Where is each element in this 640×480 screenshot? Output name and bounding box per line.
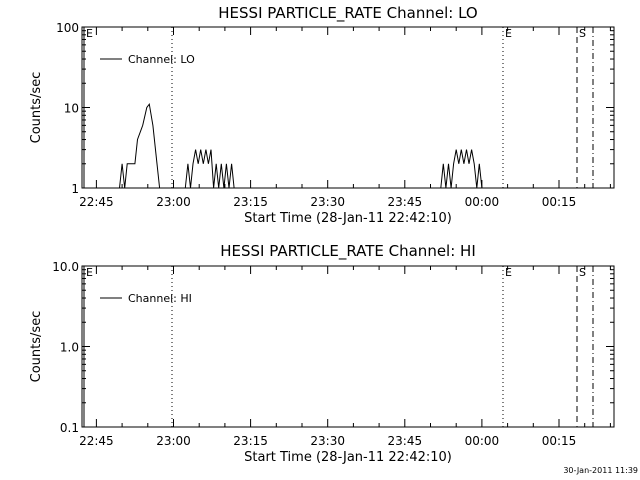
marker-label: S xyxy=(579,27,586,40)
series-line xyxy=(119,102,161,189)
x-tick-label: 23:15 xyxy=(233,195,268,209)
x-tick-label: 00:15 xyxy=(542,195,577,209)
chart-title: HESSI PARTICLE_RATE Channel: HI xyxy=(220,242,476,261)
chart-panel-1: HESSI PARTICLE_RATE Channel: LO 22:45 23:0… xyxy=(29,4,615,226)
y-axis-label: Counts/sec xyxy=(29,72,44,144)
x-tick-label: 23:45 xyxy=(388,434,423,448)
plot-timestamp: 30-Jan-2011 11:39 xyxy=(563,466,638,475)
y-tick-label: 0.1 xyxy=(60,421,79,435)
series-line xyxy=(440,149,483,189)
x-tick-label: 23:45 xyxy=(388,195,423,209)
x-tick-label: 00:15 xyxy=(542,434,577,448)
x-tick-label: 00:00 xyxy=(465,195,500,209)
y-tick-label: 10 xyxy=(64,102,79,116)
legend-label: Channel: LO xyxy=(128,53,195,66)
series-line xyxy=(184,149,235,189)
chart-panel-2: HESSI PARTICLE_RATE Channel: HI 22:45 23:0… xyxy=(29,242,615,465)
y-tick-label: 1 xyxy=(71,182,79,196)
plot-frame xyxy=(81,265,615,428)
marker-label: E xyxy=(86,266,93,279)
y-axis-label: Counts/sec xyxy=(29,311,44,383)
y-tick-label: 10.0 xyxy=(52,260,79,274)
x-axis-label: Start Time (28-Jan-11 22:42:10) xyxy=(244,450,452,465)
marker-label: E xyxy=(86,27,93,40)
marker-label: S xyxy=(579,266,586,279)
x-tick-label: 22:45 xyxy=(79,195,114,209)
marker-label: E xyxy=(505,266,512,279)
x-axis-label: Start Time (28-Jan-11 22:42:10) xyxy=(244,211,452,226)
x-tick-label: 23:00 xyxy=(156,195,191,209)
plot-frame xyxy=(81,26,615,189)
x-tick-label: 00:00 xyxy=(465,434,500,448)
legend-label: Channel: HI xyxy=(128,292,192,305)
x-tick-label: 23:15 xyxy=(233,434,268,448)
x-tick-label: 23:30 xyxy=(310,195,345,209)
y-tick-label: 1.0 xyxy=(60,341,79,355)
x-tick-label: 22:45 xyxy=(79,434,114,448)
y-tick-label: 100 xyxy=(56,21,79,35)
chart-title: HESSI PARTICLE_RATE Channel: LO xyxy=(218,4,477,23)
x-tick-label: 23:30 xyxy=(310,434,345,448)
marker-label: E xyxy=(505,27,512,40)
x-tick-label: 23:00 xyxy=(156,434,191,448)
